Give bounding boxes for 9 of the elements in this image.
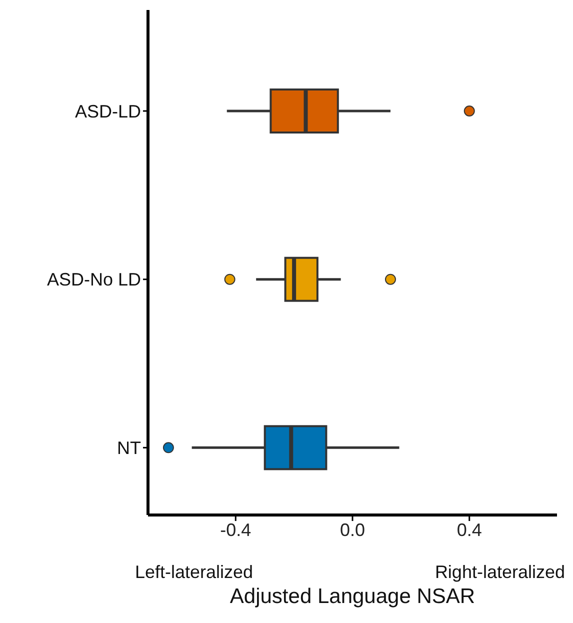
y-tick-label: NT [117,438,141,458]
y-tick-label: ASD-LD [74,101,141,122]
x-tick-label: 0.4 [456,520,482,540]
text: Right-lateralized [434,562,565,583]
y-tick-label: ASD-No LD [46,270,141,290]
text: Left-lateralized [135,562,254,583]
x-tick-label: -0.4 [220,520,252,540]
x-tick-label: 0.0 [340,520,366,540]
x-axis-title: Adjusted Language NSAR [228,585,476,609]
